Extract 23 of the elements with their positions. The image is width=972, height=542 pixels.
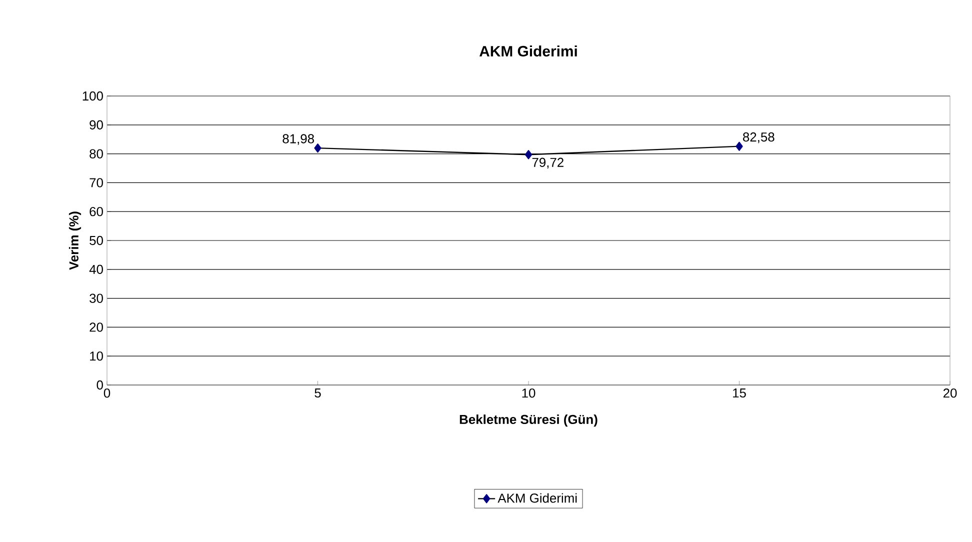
- y-tick-label: 80: [90, 149, 103, 158]
- x-tick-label: 20: [943, 388, 957, 398]
- y-tick-label: 0: [96, 380, 103, 390]
- y-tick-label: 70: [90, 178, 103, 188]
- x-tick-label: 5: [314, 388, 321, 398]
- x-tick-label: 15: [733, 388, 746, 398]
- y-tick-label: 10: [90, 352, 103, 361]
- y-tick-label: 60: [90, 207, 103, 216]
- data-label: 82,58: [743, 132, 774, 144]
- legend-label: AKM Giderimi: [498, 493, 577, 503]
- x-tick-label: 0: [104, 388, 110, 398]
- data-label: 79,72: [532, 158, 564, 169]
- y-tick-label: 40: [89, 264, 103, 274]
- data-label: 81,98: [282, 134, 314, 145]
- y-tick-label: 50: [90, 236, 103, 246]
- x-axis-title: Bekletme Süresi (Gün): [460, 414, 598, 427]
- y-tick-label: 30: [90, 294, 103, 303]
- chart-title: AKM Giderimi: [479, 46, 577, 56]
- y-tick-label: 90: [90, 120, 103, 130]
- y-tick-label: 100: [82, 91, 103, 101]
- x-tick-label: 10: [522, 388, 536, 398]
- y-tick-label: 20: [90, 322, 103, 332]
- y-axis-title: Verim (%): [68, 212, 82, 270]
